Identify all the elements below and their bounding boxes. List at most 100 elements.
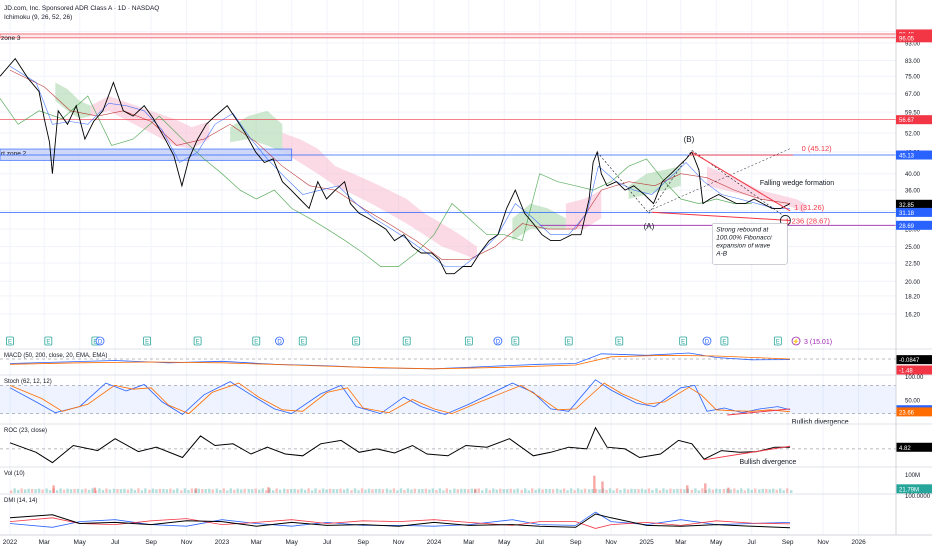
volume-bar [286, 489, 289, 493]
volume-bar [718, 489, 721, 493]
earnings-marker-label: E [196, 340, 200, 346]
wave-label: (B) [684, 135, 695, 144]
volume-bar [562, 488, 566, 493]
volume-bar [371, 489, 374, 493]
volume-bar [48, 490, 52, 493]
volume-bar [580, 489, 583, 493]
volume-bar [438, 488, 442, 493]
time-axis-tick-label: Sep [357, 539, 369, 546]
volume-bar [303, 489, 307, 493]
ichimoku-cloud-bearish [282, 133, 477, 260]
pane-label: DMI (14, 14) [4, 498, 37, 504]
rebound-callout-text: Strong rebound at [716, 226, 769, 233]
volume-bar [655, 488, 658, 493]
volume-bar [357, 490, 360, 493]
series-line-tenkan [9, 65, 790, 267]
volume-bar [541, 489, 544, 493]
dividend-marker-label: D [705, 340, 710, 346]
volume-bar [87, 489, 91, 493]
volume-bar [346, 488, 349, 493]
volume-bar [289, 488, 293, 493]
price-pane[interactable]: zone 3 rt zone 2 0 (45.12) 1 (31.26) 1.236 (… [0, 33, 897, 346]
fibonacci-trend-line [648, 148, 791, 212]
price-axis-tick-label: 22.50 [905, 262, 921, 268]
volume-bar [662, 488, 665, 493]
volume-bar [93, 487, 97, 493]
dividend-marker [95, 336, 105, 346]
pane-label: MACD (50, 200, close, 20, EMA, EMA) [4, 353, 107, 359]
pane-tick-label: 100.0000 [905, 494, 931, 500]
earnings-marker [193, 336, 202, 346]
earnings-marker-label: E [567, 340, 571, 346]
volume-bar [267, 487, 270, 493]
volume-bar [45, 488, 48, 493]
volume-bar [332, 489, 335, 493]
volume-bar [325, 489, 328, 493]
volume-bar [389, 489, 392, 493]
volume-bar [644, 489, 647, 493]
volume-bar [481, 490, 484, 493]
volume-bar [658, 490, 662, 493]
volume-bar [544, 488, 548, 493]
volume-bar [413, 488, 417, 493]
volume-bar [105, 488, 108, 493]
volume-bar [647, 488, 651, 493]
time-axis-tick-label: 2024 [427, 539, 442, 546]
volume-bar [264, 490, 268, 493]
volume-bar [460, 488, 463, 493]
price-axis-badge-text: 45.13 [899, 154, 915, 160]
volume-bar [743, 490, 746, 493]
volume-bar [180, 490, 183, 493]
dividend-marker [275, 336, 284, 346]
volume-bar [477, 488, 480, 493]
grid [0, 0, 896, 535]
price-axis: 16.2018.2020.0022.5025.0028.0031.5036.00… [895, 0, 932, 535]
volume-bar [708, 488, 711, 493]
volume-bar [424, 488, 428, 493]
time-axis-tick-label: 2025 [639, 539, 654, 546]
volume-bar [516, 488, 519, 493]
volume-bar [296, 489, 300, 493]
ichimoku-cloud-bullish [230, 110, 283, 153]
volume-bar [144, 488, 147, 493]
time-axis-tick-label: Nov [181, 539, 193, 546]
volume-bar [69, 489, 73, 493]
zone-box [0, 33, 897, 39]
divergence-line [704, 445, 791, 461]
volume-bar [686, 485, 689, 493]
volume-bar [428, 489, 431, 493]
volume-bar [392, 488, 396, 493]
volume-bar [750, 489, 753, 493]
volume-bar [683, 489, 686, 493]
earnings-marker-label: E [354, 340, 358, 346]
time-axis-tick-label: 2022 [3, 539, 18, 546]
price-axis-badge [896, 220, 932, 230]
indicator-panes[interactable]: MACD (50, 200, close, 20, EMA, EMA) -0.08… [0, 348, 932, 529]
volume-bar [747, 488, 750, 493]
pane-value-badge [896, 365, 932, 375]
earnings-marker [44, 336, 53, 346]
volume-bar [335, 489, 339, 493]
volume-bar [84, 488, 87, 493]
volume-bar [679, 488, 683, 493]
volume-bar [314, 488, 317, 493]
volume-bar [576, 488, 580, 493]
volume-bar [665, 489, 669, 493]
volume-bar [219, 489, 222, 493]
volume-bar [467, 489, 470, 493]
rebound-callout-text: A-B [715, 250, 728, 257]
volume-bar [204, 489, 207, 493]
volume-bar [236, 488, 239, 493]
volume-bar [676, 488, 679, 493]
price-axis-badge-text: 32.85 [899, 203, 915, 209]
volume-bar [342, 489, 346, 493]
volume-bar [321, 488, 325, 493]
volume-bar [211, 489, 214, 493]
volume-bar [537, 488, 541, 493]
zone-label: rt zone 2 [1, 151, 27, 158]
pane-value-badge-text: 21.79M [899, 487, 919, 493]
volume-bar [374, 488, 378, 493]
volume-bar [669, 488, 672, 493]
series-line-roc [9, 426, 791, 464]
